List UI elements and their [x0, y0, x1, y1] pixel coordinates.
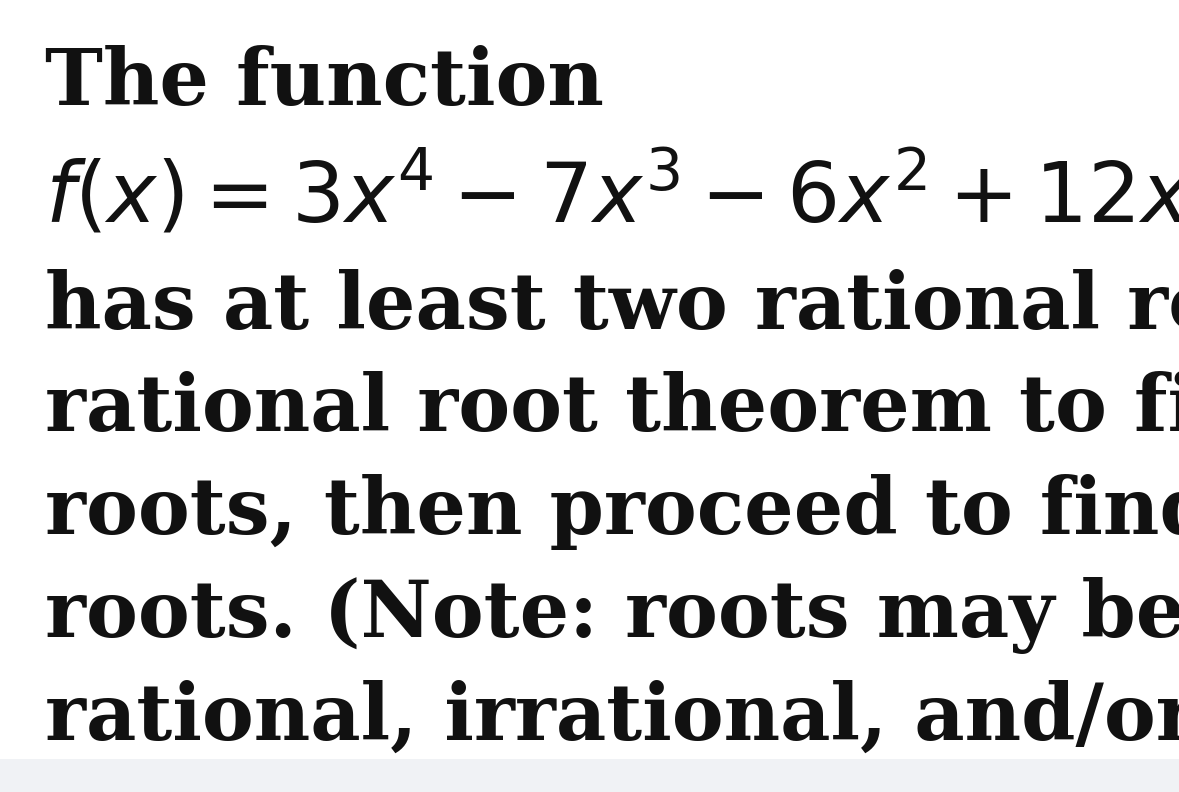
Text: rational root theorem to find those: rational root theorem to find those — [45, 371, 1179, 447]
Text: has at least two rational roots. Use the: has at least two rational roots. Use the — [45, 268, 1179, 345]
Text: The function: The function — [45, 45, 604, 121]
Text: rational, irrational, and/or complex.): rational, irrational, and/or complex.) — [45, 680, 1179, 756]
FancyBboxPatch shape — [0, 759, 1179, 792]
Text: roots. (Note: roots may be integer,: roots. (Note: roots may be integer, — [45, 577, 1179, 654]
Text: roots, then proceed to find all complex: roots, then proceed to find all complex — [45, 474, 1179, 550]
Text: $f(x) = 3x^4 - 7x^3 - 6x^2 + 12x + 8$: $f(x) = 3x^4 - 7x^3 - 6x^2 + 12x + 8$ — [45, 149, 1179, 239]
